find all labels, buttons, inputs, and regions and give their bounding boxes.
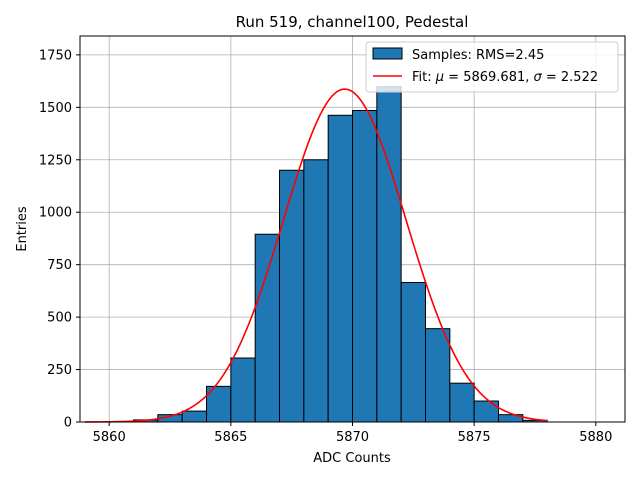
legend-fit-mu-value: = 5869.681, <box>444 70 533 85</box>
y-tick-label: 1500 <box>39 101 72 116</box>
fit-curve-group <box>84 88 548 423</box>
chart-title: Run 519, channel100, Pedestal <box>236 13 469 31</box>
y-tick-label: 0 <box>64 416 72 431</box>
histogram-bar <box>181 410 208 423</box>
legend-fit-mu-symbol: μ <box>435 70 444 85</box>
y-tick-label: 250 <box>47 363 72 378</box>
histogram-bar <box>230 357 256 423</box>
x-tick-label: 5880 <box>579 430 612 445</box>
x-tick-label: 5865 <box>214 430 247 445</box>
histogram-bar <box>303 159 329 423</box>
y-tick-label: 750 <box>47 258 72 273</box>
histogram-bar <box>449 382 475 423</box>
histogram-bar <box>327 114 354 423</box>
x-tick-label: 5875 <box>458 430 491 445</box>
histogram-bar <box>352 109 378 423</box>
histogram-bar <box>279 169 305 423</box>
legend-fit-sigma-symbol: σ <box>534 70 543 85</box>
fit-curve <box>84 88 548 423</box>
histogram-bar <box>400 281 426 423</box>
y-tick-label: 500 <box>47 311 72 326</box>
y-tick-label: 1750 <box>39 48 72 63</box>
x-axis-ticks: 5860 5865 5870 5875 5880 <box>93 422 612 445</box>
legend-fit-label: Fit: μ = 5869.681, σ = 2.522 <box>412 70 598 85</box>
histogram-bar <box>424 328 451 423</box>
x-axis-title: ADC Counts <box>313 451 391 466</box>
legend-fit-sigma-value: = 2.522 <box>542 70 598 85</box>
y-tick-label: 1250 <box>39 153 72 168</box>
legend-fit-prefix: Fit: <box>412 70 436 85</box>
legend-histogram-label: Samples: RMS=2.45 <box>412 48 544 63</box>
histogram-bar <box>254 233 281 423</box>
y-tick-label: 1000 <box>39 206 72 221</box>
y-axis-title: Entries <box>15 206 30 252</box>
y-axis-ticks: 0 250 500 750 1000 1250 1500 1750 <box>39 48 80 431</box>
x-tick-label: 5860 <box>93 430 126 445</box>
histogram-bar <box>473 400 499 423</box>
x-tick-label: 5870 <box>336 430 369 445</box>
legend: Samples: RMS=2.45 Fit: μ = 5869.681, σ =… <box>365 41 619 93</box>
legend-box <box>365 41 619 93</box>
histogram-bar <box>376 86 402 423</box>
legend-histogram-swatch <box>372 47 403 60</box>
